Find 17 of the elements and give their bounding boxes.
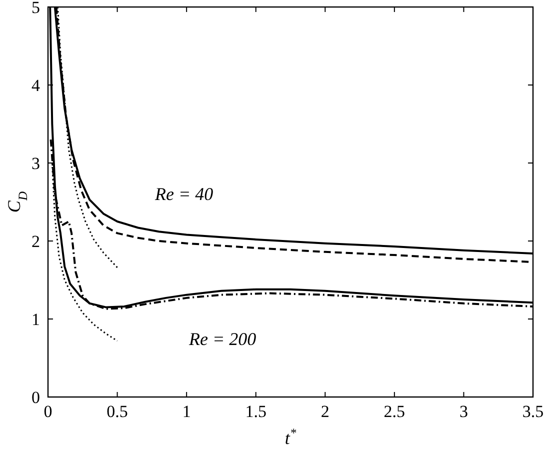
y-tick-label: 0 (32, 388, 40, 407)
annotation: Re = 40 (154, 184, 214, 204)
x-tick-label: 1.5 (245, 402, 266, 421)
y-tick-label: 5 (32, 0, 40, 17)
y-tick-label: 1 (32, 310, 40, 329)
x-tick-label: 1 (182, 402, 191, 421)
x-axis-title: t$^{*}$ (284, 426, 297, 448)
x-tick-label: 0.5 (106, 402, 128, 421)
x-tick-label: 0 (44, 402, 52, 421)
y-tick-label: 2 (32, 232, 40, 251)
x-tick-label: 3 (459, 402, 468, 421)
y-tick-label: 4 (32, 76, 40, 95)
y-tick-label: 3 (32, 154, 40, 173)
x-tick-label: 3.5 (522, 402, 544, 421)
x-tick-label: 2.5 (384, 402, 406, 421)
annotation: Re = 200 (188, 329, 256, 349)
x-tick-label: 2 (320, 402, 330, 421)
